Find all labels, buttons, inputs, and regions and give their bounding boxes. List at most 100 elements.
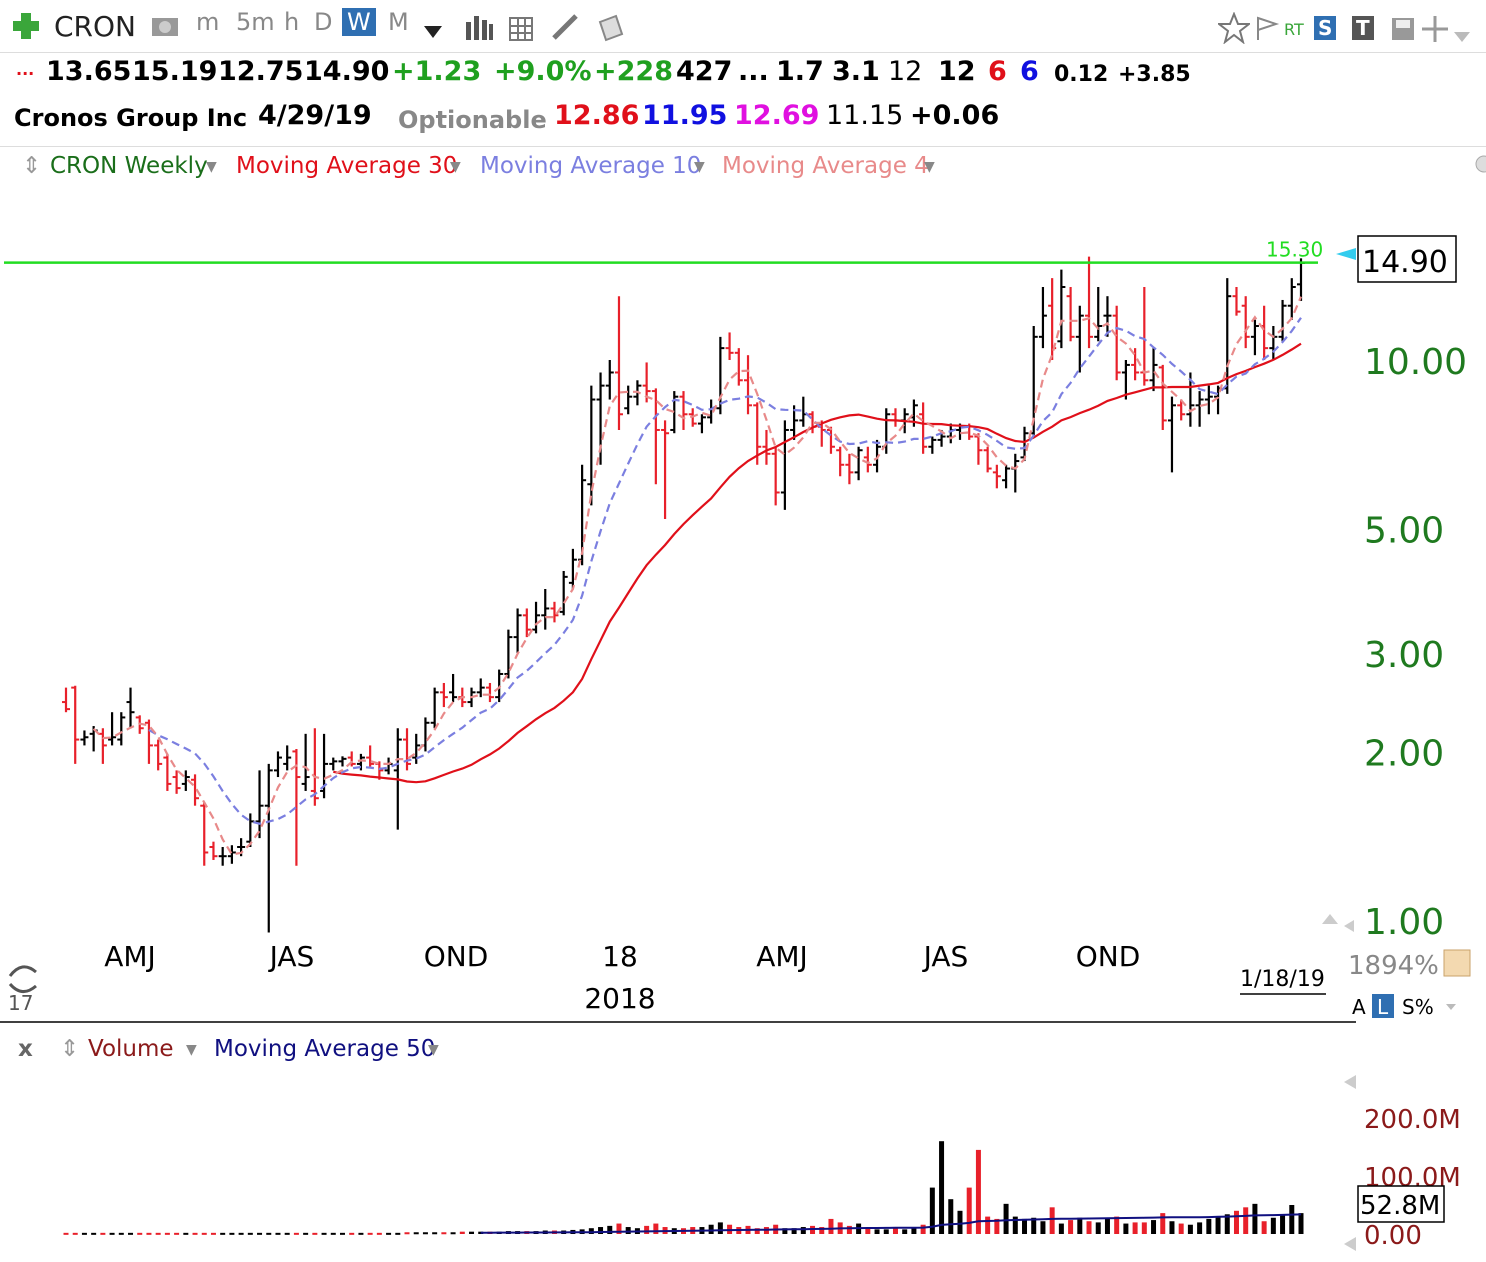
volume-bar [293, 1232, 299, 1235]
add-symbol-icon[interactable] [10, 10, 42, 48]
flag-icon[interactable] [1254, 14, 1280, 48]
chevron-down-icon[interactable]: ▼ [186, 1042, 197, 1058]
scale-l-button[interactable]: L [1377, 995, 1389, 1019]
realtime-label[interactable]: RT [1284, 20, 1304, 39]
chevron-down-icon[interactable]: ▼ [924, 159, 935, 175]
chevron-down-icon[interactable]: ▼ [450, 159, 461, 175]
volume-bar [939, 1141, 945, 1234]
tf-m-monthly[interactable]: M [388, 8, 409, 36]
price-bar [301, 733, 310, 791]
camera-icon[interactable] [150, 12, 180, 46]
scroll-left-icon[interactable] [1344, 1075, 1356, 1089]
price-bar [273, 751, 282, 778]
price-bar [403, 728, 412, 771]
chevron-down-icon[interactable]: ▼ [206, 159, 217, 175]
chevron-down-icon[interactable]: ▼ [694, 159, 705, 175]
close-panel-button[interactable]: x [18, 1036, 33, 1062]
legend-ma30[interactable]: Moving Average 30 [236, 153, 458, 179]
volume-bar [1289, 1205, 1295, 1234]
legend-volume[interactable]: Volume [88, 1036, 174, 1062]
volume-tick-label: 200.0M [1364, 1105, 1461, 1135]
price-bar [725, 332, 734, 360]
volume-bar [238, 1232, 244, 1235]
scale-s-button[interactable]: S% [1402, 995, 1434, 1019]
percent-change-label: 1894% [1348, 951, 1439, 981]
chevron-down-icon[interactable]: ▼ [428, 1042, 439, 1058]
price-bar [1195, 391, 1204, 427]
change-value: +1.23 [392, 56, 482, 87]
volume-tick-label: 0.00 [1364, 1221, 1422, 1251]
volume-bar [1215, 1216, 1221, 1234]
volume-bar [782, 1228, 788, 1234]
price-bar [80, 730, 89, 746]
price-bar [974, 433, 983, 465]
price-bar [799, 396, 808, 427]
quote-value-3-85: +3.85 [1118, 62, 1191, 87]
move-icon[interactable] [1420, 14, 1450, 50]
refresh-icon[interactable] [8, 965, 37, 993]
pencil-icon[interactable] [1443, 949, 1471, 977]
legend-ma50[interactable]: Moving Average 50 [214, 1036, 436, 1062]
scroll-left-icon[interactable] [1344, 920, 1354, 932]
save-icon[interactable] [1390, 16, 1416, 48]
price-bar [550, 601, 559, 623]
quote-value-6a: 6 [988, 56, 1007, 87]
y-tick-label: 5.00 [1364, 511, 1444, 552]
scroll-up-icon[interactable] [1322, 914, 1338, 924]
quote-value-12b: 12 [938, 56, 976, 87]
reorder-icon[interactable]: ⇕ [22, 153, 42, 179]
volume-bar [1031, 1217, 1037, 1234]
star-icon[interactable] [1216, 11, 1252, 50]
price-bar [218, 847, 227, 866]
grid-icon[interactable] [508, 14, 538, 48]
volume-bar [413, 1232, 419, 1235]
price-bar [338, 756, 347, 767]
price-bar [154, 739, 163, 771]
pencil-icon[interactable] [550, 12, 580, 48]
volume-bar [1068, 1220, 1074, 1234]
price-bar [98, 728, 107, 764]
t-button[interactable]: T [1352, 16, 1374, 40]
scale-a-button[interactable]: A [1352, 995, 1366, 1019]
quote-date: 4/29/19 [258, 100, 372, 131]
s-button[interactable]: S [1314, 16, 1337, 40]
scroll-left-icon[interactable] [1344, 1237, 1356, 1251]
last-volume-label: 52.8M [1360, 1191, 1440, 1221]
scale-l-bg[interactable] [1372, 994, 1394, 1018]
tf-5m[interactable]: 5m [236, 8, 275, 36]
legend-ma10[interactable]: Moving Average 10 [480, 153, 702, 179]
tf-m[interactable]: m [196, 8, 220, 36]
volume-bar [201, 1232, 207, 1235]
change-pct-value: +9.0% [494, 56, 592, 87]
price-bar [476, 678, 485, 698]
volume-bar [174, 1232, 180, 1235]
volume-bar [957, 1210, 963, 1234]
bar-chart-icon[interactable] [464, 14, 494, 46]
chevron-down-icon[interactable] [1446, 1004, 1456, 1010]
volume-bar [91, 1232, 97, 1235]
symbol-label[interactable]: CRON [54, 10, 136, 43]
volume-bar [985, 1216, 991, 1234]
price-bar [329, 757, 338, 771]
x-tick-label: 18 [602, 940, 638, 973]
volume-bar [1197, 1222, 1203, 1234]
volume-bar [1233, 1210, 1239, 1234]
legend-ma4[interactable]: Moving Average 4 [722, 153, 929, 179]
tf-d[interactable]: D [314, 8, 333, 36]
y-tick-label: 2.00 [1364, 733, 1444, 774]
volume-bar [929, 1187, 935, 1234]
volume-bar [1049, 1207, 1055, 1234]
chevron-down-icon[interactable] [424, 18, 442, 46]
tf-w[interactable]: W [342, 8, 376, 36]
chevron-down-icon[interactable] [1454, 22, 1470, 50]
notes-icon[interactable] [596, 14, 626, 48]
price-bar [1149, 348, 1158, 392]
reorder-icon[interactable]: ⇕ [60, 1036, 80, 1062]
legend-series[interactable]: CRON Weekly [50, 153, 208, 179]
x-tick-label: AMJ [756, 940, 808, 973]
volume-bar [1095, 1222, 1101, 1234]
tf-h[interactable]: h [284, 8, 300, 36]
volume-bar [146, 1232, 152, 1235]
optionable-label[interactable]: Optionable [398, 106, 547, 134]
